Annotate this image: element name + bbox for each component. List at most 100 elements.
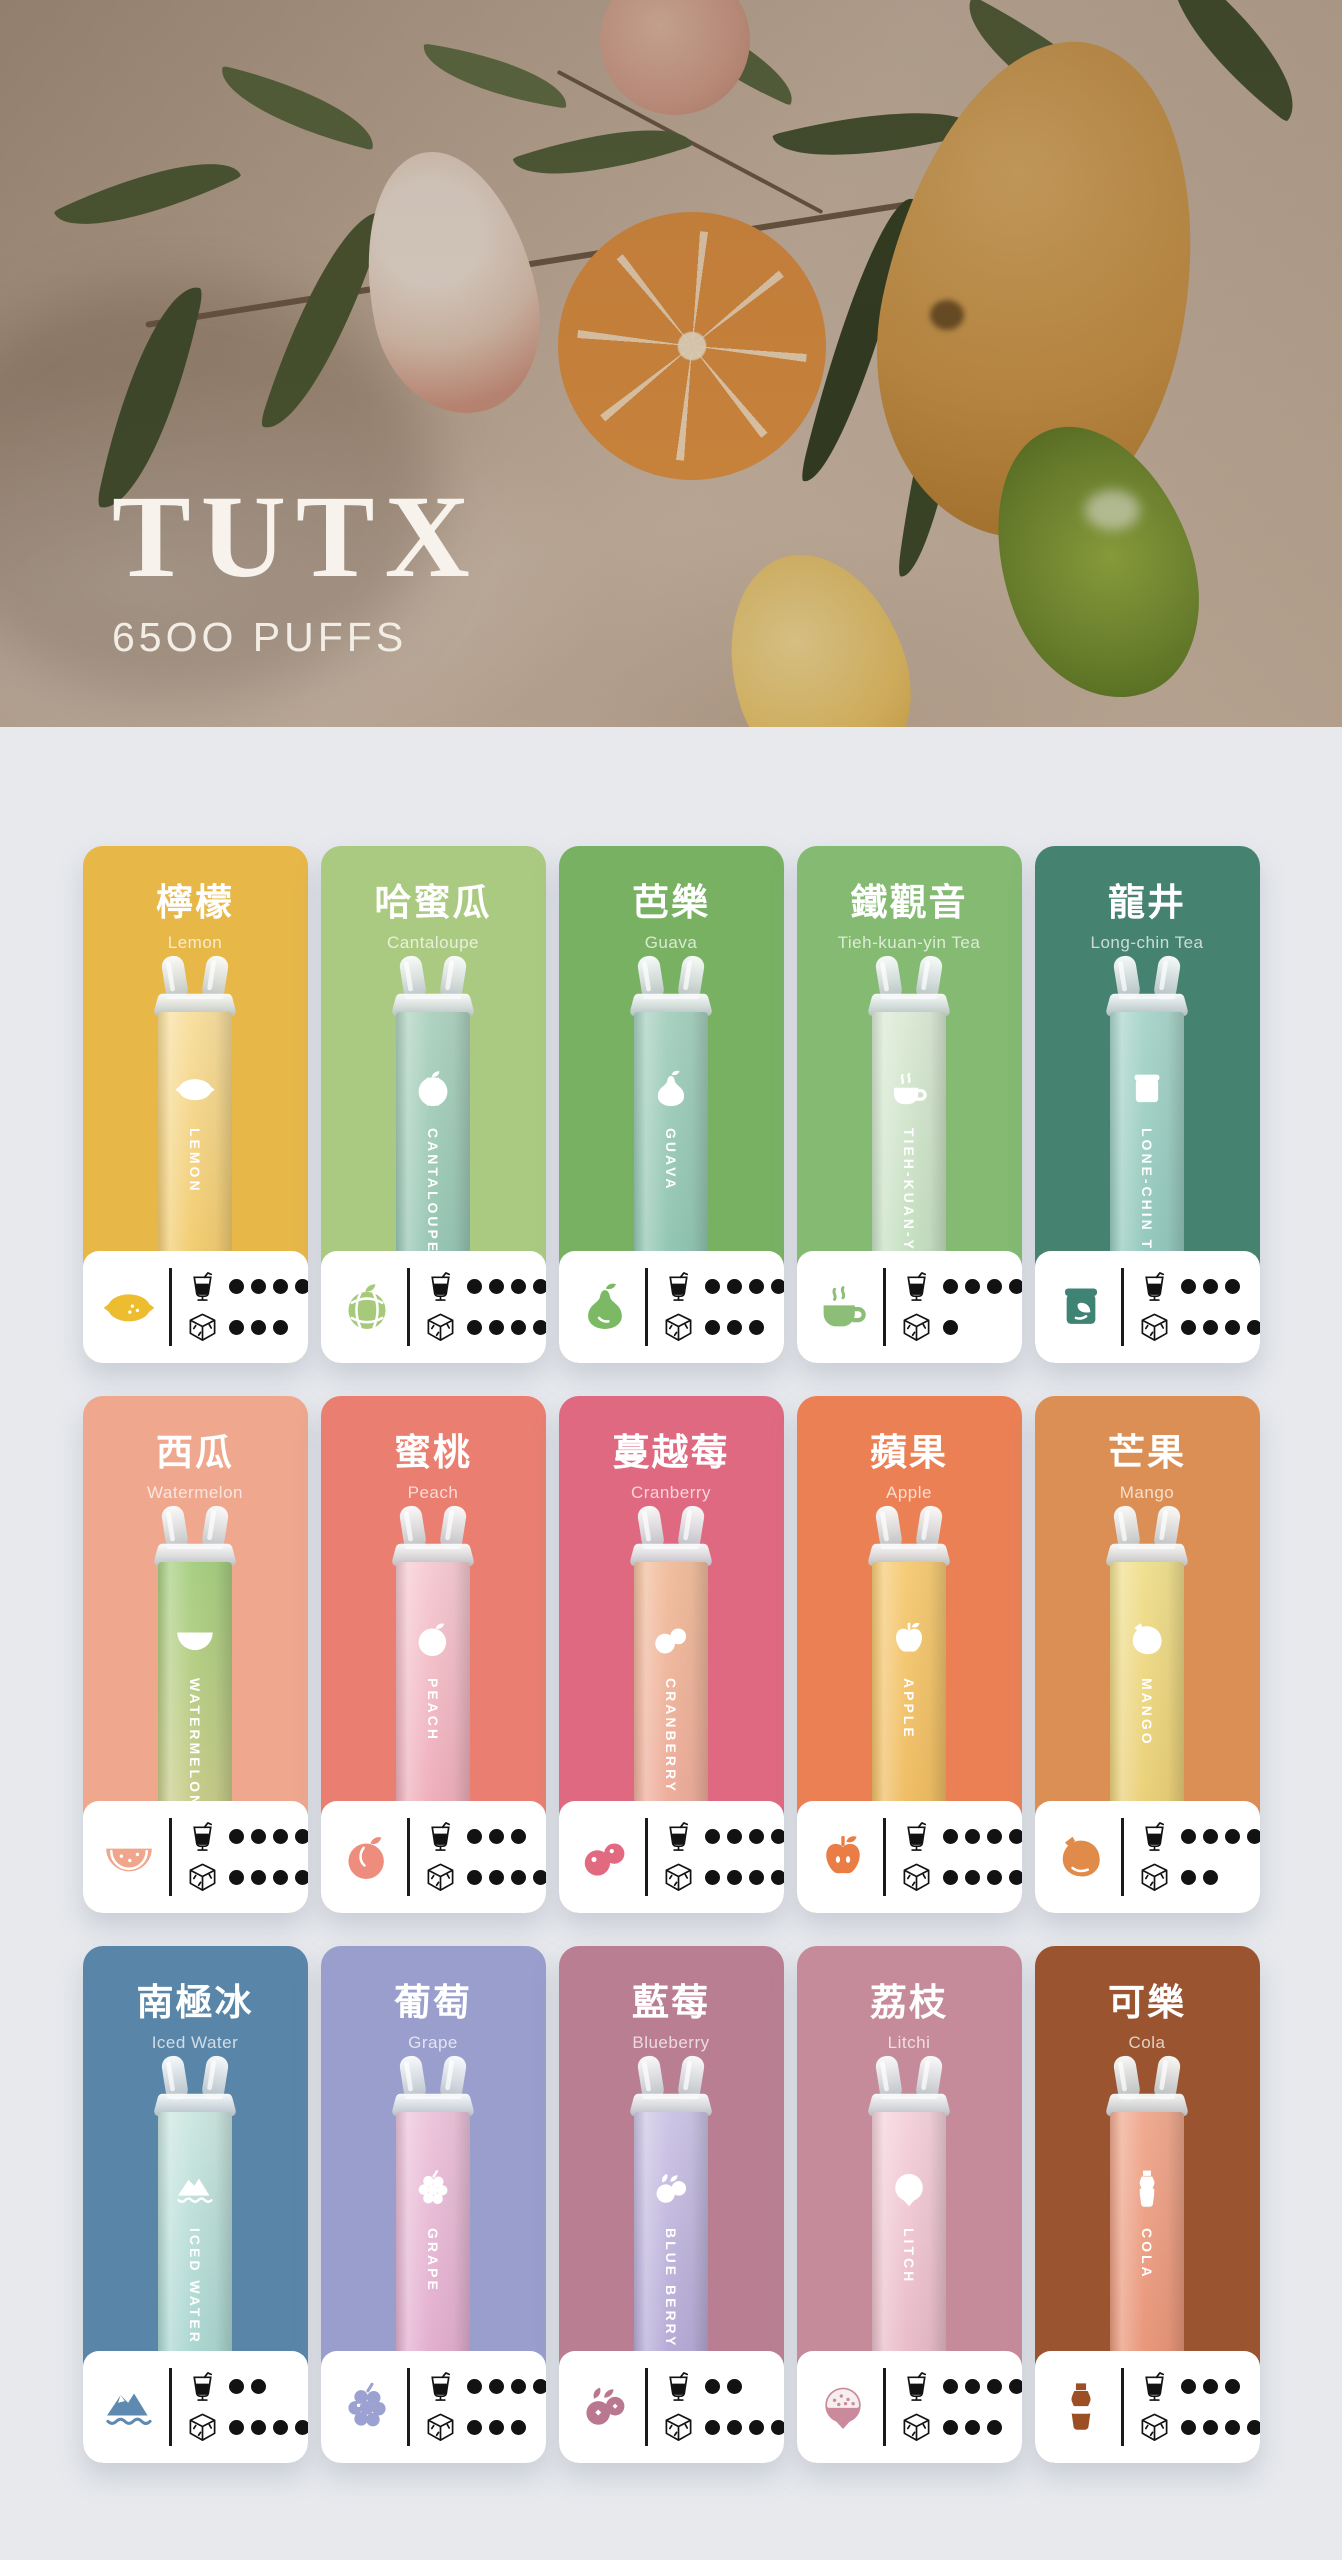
cloth-shadow bbox=[0, 280, 440, 700]
juice-drink-icon bbox=[901, 1820, 932, 1853]
rating-dot bbox=[1202, 2379, 1218, 2394]
juice-drink-icon bbox=[663, 2370, 694, 2403]
ice-rating-row bbox=[1139, 1311, 1260, 1344]
rating-dot bbox=[466, 2420, 482, 2435]
ice-dots bbox=[466, 1870, 546, 1885]
rating-dot bbox=[466, 2379, 482, 2394]
rating-dot bbox=[228, 2379, 244, 2394]
ice-cube-icon bbox=[187, 2411, 218, 2444]
info-strip bbox=[796, 1801, 1022, 1913]
divider bbox=[1120, 2368, 1124, 2446]
rating-dot bbox=[1246, 1320, 1260, 1335]
flavor-card: 蘋果 Apple APPLE bbox=[796, 1396, 1022, 1913]
juice-drink-icon bbox=[425, 1270, 456, 1303]
brand-tagline: 65OO PUFFS bbox=[112, 614, 408, 660]
device-mouthpiece-icon bbox=[147, 954, 243, 1016]
drink-rating-row bbox=[187, 1270, 308, 1303]
ice-rating-row bbox=[1139, 1861, 1260, 1894]
rating-dot bbox=[964, 1279, 980, 1294]
rating-dot bbox=[228, 1870, 244, 1885]
flavor-name-zh: 西瓜 bbox=[156, 1432, 234, 1473]
flavor-name-zh: 蜜桃 bbox=[394, 1432, 472, 1473]
flavor-card: 西瓜 Watermelon WATERMELON bbox=[82, 1396, 308, 1913]
rating-dot bbox=[532, 1870, 546, 1885]
rating-dot bbox=[466, 1279, 482, 1294]
ice-dots bbox=[228, 1870, 308, 1885]
rating-dot bbox=[1180, 1320, 1196, 1335]
rating-dot bbox=[986, 2379, 1002, 2394]
flavor-name-zh: 南極冰 bbox=[136, 1982, 254, 2023]
flavor-card: 蜜桃 Peach PEACH bbox=[320, 1396, 546, 1913]
device-flavor-label: COLA bbox=[1139, 2228, 1155, 2280]
rating-dot bbox=[250, 2379, 266, 2394]
rating-dot bbox=[1202, 1870, 1218, 1885]
flavor-name-zh: 龍井 bbox=[1108, 882, 1186, 923]
juice-drink-icon bbox=[663, 1820, 694, 1853]
ice-dots bbox=[466, 2420, 533, 2435]
rating-dot bbox=[272, 2420, 288, 2435]
rating-dot bbox=[532, 2379, 546, 2394]
info-strip bbox=[796, 1251, 1022, 1363]
flavor-card: 藍莓 Blueberry BLUE BERRY bbox=[558, 1946, 784, 2463]
flavor-name-zh: 蘋果 bbox=[870, 1432, 948, 1473]
rating-dot bbox=[250, 1279, 266, 1294]
rating-dot bbox=[986, 1279, 1002, 1294]
drink-rating-row bbox=[425, 2370, 546, 2403]
rating-dot bbox=[704, 1320, 720, 1335]
rating-dot bbox=[294, 1829, 308, 1844]
hero-photo: TUTX 65OO PUFFS bbox=[0, 0, 1342, 727]
device-flavor-label: APPLE bbox=[901, 1678, 917, 1740]
info-strip bbox=[558, 2351, 784, 2463]
flavor-fruit-icon bbox=[340, 1830, 394, 1884]
drink-dots bbox=[704, 1279, 784, 1294]
rating-dot bbox=[748, 1829, 764, 1844]
device-mouthpiece-icon bbox=[385, 2054, 481, 2116]
info-strip bbox=[796, 2351, 1022, 2463]
ice-cube-icon bbox=[901, 1861, 932, 1894]
ice-rating-row bbox=[187, 2411, 308, 2444]
rating-dot bbox=[1202, 1279, 1218, 1294]
rating-dot bbox=[1180, 2379, 1196, 2394]
rating-dot bbox=[704, 1829, 720, 1844]
ice-rating-row bbox=[187, 1861, 308, 1894]
rating-dot bbox=[726, 2379, 742, 2394]
ice-cube-icon bbox=[1139, 2411, 1170, 2444]
rating-dot bbox=[272, 1829, 288, 1844]
drink-dots bbox=[942, 2379, 1022, 2394]
rating-dot bbox=[942, 1870, 958, 1885]
ratings bbox=[425, 2366, 546, 2448]
rating-dot bbox=[272, 1279, 288, 1294]
drink-rating-row bbox=[663, 2370, 784, 2403]
drink-rating-row bbox=[663, 1820, 784, 1853]
divider bbox=[406, 1818, 410, 1896]
device-mouthpiece-icon bbox=[861, 2054, 957, 2116]
ice-dots bbox=[466, 1320, 546, 1335]
drink-dots bbox=[942, 1279, 1022, 1294]
divider bbox=[168, 1268, 172, 1346]
ice-dots bbox=[942, 1320, 965, 1335]
flavor-fruit-icon bbox=[578, 2380, 632, 2434]
flavor-fruit-icon bbox=[1054, 1830, 1108, 1884]
device-flavor-icon bbox=[174, 1068, 216, 1110]
drink-rating-row bbox=[1139, 1270, 1260, 1303]
divider bbox=[882, 1818, 886, 1896]
flavor-name-en: Mango bbox=[1119, 1483, 1175, 1502]
rating-dot bbox=[1246, 1829, 1260, 1844]
rating-dot bbox=[228, 1829, 244, 1844]
ice-rating-row bbox=[663, 2411, 784, 2444]
rating-dot bbox=[748, 1320, 764, 1335]
rating-dot bbox=[704, 1279, 720, 1294]
flavor-name-en: Apple bbox=[886, 1483, 932, 1502]
flavor-name-en: Litchi bbox=[887, 2033, 931, 2052]
ice-cube-icon bbox=[663, 2411, 694, 2444]
flavor-name-zh: 藍莓 bbox=[632, 1982, 710, 2023]
ratings bbox=[901, 1816, 1022, 1898]
rating-dot bbox=[228, 1279, 244, 1294]
info-strip bbox=[320, 1801, 546, 1913]
rating-dot bbox=[466, 1829, 482, 1844]
drink-dots bbox=[704, 2379, 749, 2394]
divider bbox=[644, 1818, 648, 1896]
device-flavor-label: GUAVA bbox=[663, 1128, 679, 1192]
ice-cube-icon bbox=[1139, 1861, 1170, 1894]
device-flavor-label: BLUE BERRY bbox=[663, 2228, 679, 2349]
